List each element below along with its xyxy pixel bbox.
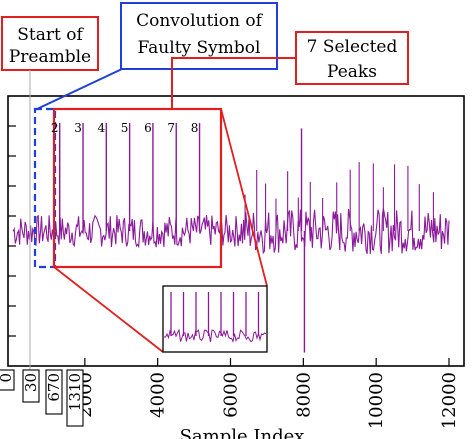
- signal-trace: [12, 162, 450, 255]
- x-axis-ticks: 2000 4000 6000 8000 10000 12000: [75, 358, 460, 429]
- y-ticks: [8, 125, 16, 337]
- faulty-callout-line2: Faulty Symbol: [138, 38, 261, 58]
- preamble-callout-box: [1, 16, 99, 71]
- zoom-inset-frame: [162, 285, 268, 353]
- zoom-line-top: [220, 108, 268, 287]
- marked-index-label: 0: [0, 373, 15, 383]
- peak-number: 5: [121, 121, 129, 135]
- marked-index: 670: [45, 369, 63, 415]
- marked-index-box: [22, 369, 40, 403]
- marked-index-box: [45, 369, 63, 415]
- marked-index-box: [0, 369, 15, 391]
- zoom-line-bottom: [53, 266, 164, 353]
- peak-number: 6: [144, 121, 152, 135]
- zoom-inset-bg: [163, 286, 267, 352]
- faulty-callout-line1: Convolution of: [136, 11, 264, 31]
- peak-number: 2: [51, 121, 59, 135]
- x-tick-label: 10000: [366, 372, 387, 429]
- peak-spikes: [59, 123, 306, 353]
- noise-series: [12, 208, 450, 255]
- peak-number: 7: [167, 121, 175, 135]
- x-axis-label: Sample Index: [180, 426, 305, 439]
- marked-index: 30: [22, 369, 40, 403]
- inset-noise: [163, 328, 267, 343]
- peak-number: 3: [74, 121, 82, 135]
- peaks-callout-line1: 7 Selected: [307, 37, 398, 57]
- preamble-callout-line1: Start of: [17, 25, 84, 45]
- peaks-callout-pointer: [171, 57, 296, 109]
- marked-index-label: 670: [45, 373, 63, 402]
- x-tick-label: 12000: [439, 372, 460, 429]
- peak-number: 8: [191, 121, 199, 135]
- peak-number-labels: 2 3 4 5 6 7 8: [51, 121, 198, 135]
- marked-index-label: 1310: [66, 373, 84, 411]
- faulty-callout-pointer: [36, 68, 123, 110]
- marked-index: 0: [0, 369, 15, 391]
- marked-index: 1310: [66, 369, 84, 427]
- x-tick-label: 4000: [148, 372, 169, 418]
- peak-number: 4: [97, 121, 105, 135]
- peaks-callout-line2: Peaks: [327, 62, 377, 82]
- zoom-inset-trace: [163, 292, 267, 343]
- marked-index-box: [66, 369, 84, 427]
- plot-frame: [7, 95, 465, 367]
- marked-index-label: 30: [22, 373, 40, 392]
- x-tick-label: 8000: [293, 372, 314, 418]
- x-tick-label: 6000: [221, 372, 242, 418]
- preamble-callout-line2: Preamble: [9, 47, 91, 67]
- selected-peaks-box: [52, 107, 223, 269]
